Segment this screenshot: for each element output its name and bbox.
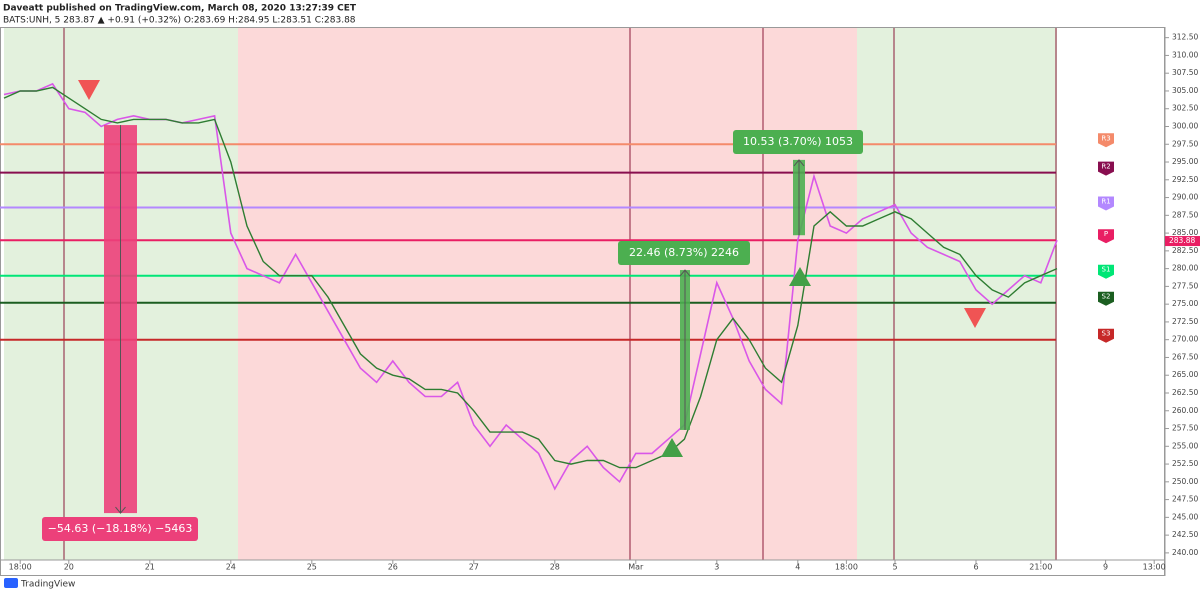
y-tick-label: 260.00 <box>1172 406 1198 415</box>
levels: R3 R2 R1 P S1 S2 S3 <box>0 133 1114 343</box>
x-tick-label: 18:00 <box>9 563 32 572</box>
y-tick-label: 267.50 <box>1172 352 1198 361</box>
pivot-label: S3 <box>1102 330 1111 338</box>
y-tick-label: 285.00 <box>1172 228 1198 237</box>
footer-brand: TradingView <box>20 580 75 590</box>
annotations: −54.63 (−18.18%) −5463 22.46 (8.73%) 2246… <box>42 125 863 541</box>
y-tick-label: 295.00 <box>1172 157 1198 166</box>
measure-box <box>618 241 750 265</box>
y-tick-label: 310.00 <box>1172 50 1198 59</box>
y-tick-label: 287.50 <box>1172 210 1198 219</box>
measure-label: 22.46 (8.73%) 2246 <box>629 246 739 259</box>
x-tick-label: 27 <box>469 563 479 572</box>
y-tick-label: 262.50 <box>1172 388 1198 397</box>
pivot-tag <box>1098 328 1114 343</box>
pivot-tag <box>1098 133 1114 148</box>
y-tick-label: 307.50 <box>1172 68 1198 77</box>
x-tick-label: 20 <box>64 563 74 572</box>
pivot-tag <box>1098 196 1114 211</box>
last-price-box <box>1165 236 1200 247</box>
measure-arrowhead <box>793 159 805 167</box>
y-tick-label: 302.50 <box>1172 104 1198 113</box>
y-tick-label: 280.00 <box>1172 264 1198 273</box>
x-tick-label: Mar <box>628 563 644 572</box>
x-tick-label: 4 <box>795 563 800 572</box>
y-tick-label: 257.50 <box>1172 424 1198 433</box>
y-tick-label: 297.50 <box>1172 139 1198 148</box>
y-tick-label: 282.50 <box>1172 246 1198 255</box>
x-tick-label: 9 <box>1103 563 1108 572</box>
measure-label: 10.53 (3.70%) 1053 <box>743 135 853 148</box>
last-price-label: 283.88 <box>1169 236 1195 245</box>
x-tick-label: 5 <box>892 563 897 572</box>
y-tick-label: 292.50 <box>1172 175 1198 184</box>
signals <box>78 80 986 457</box>
pivot-label: S1 <box>1102 266 1111 274</box>
y-tick-label: 300.00 <box>1172 121 1198 130</box>
y-tick-label: 277.50 <box>1172 281 1198 290</box>
y-tick-label: 250.00 <box>1172 477 1198 486</box>
measure-arrowhead <box>115 506 126 514</box>
pivot-label: R3 <box>1101 134 1110 142</box>
pivot-label: S2 <box>1102 293 1111 301</box>
y-tick-label: 240.00 <box>1172 548 1198 557</box>
pivot-tag <box>1098 161 1114 176</box>
x-tick-label: 13:00 <box>1143 563 1166 572</box>
x-tick-label: 6 <box>973 563 978 572</box>
y-tick-label: 242.50 <box>1172 530 1198 539</box>
pivot-label: P <box>1104 230 1108 238</box>
measure-arrowhead <box>679 269 691 277</box>
measure-box <box>42 517 198 541</box>
x-tick-label: 24 <box>226 563 236 572</box>
background <box>0 27 1166 576</box>
pivot-label: R2 <box>1101 163 1110 171</box>
y-tick-label: 255.00 <box>1172 441 1198 450</box>
x-tick-label: 3 <box>714 563 719 572</box>
axes: 240.00 242.50 245.00 247.50 250.00 252.50 255.… <box>9 33 1200 572</box>
pivot-tag <box>1098 229 1114 244</box>
session-zone <box>857 27 1057 560</box>
y-tick-label: 245.00 <box>1172 512 1198 521</box>
header-title: Daveatt published on TradingView.com, Ma… <box>3 4 357 14</box>
logo <box>4 578 18 588</box>
y-tick-label: 270.00 <box>1172 335 1198 344</box>
y-tick-label: 290.00 <box>1172 193 1198 202</box>
y-tick-label: 272.50 <box>1172 317 1198 326</box>
session-zone <box>238 27 857 560</box>
pivot-label: R1 <box>1101 198 1110 206</box>
sell-signal <box>964 308 986 328</box>
x-tick-label: 18:00 <box>835 563 858 572</box>
header-symbol: BATS:UNH, 5 283.87 ▲ +0.91 (+0.32%) O:28… <box>3 16 356 26</box>
measure-box <box>733 130 863 154</box>
buy-signal <box>661 438 683 457</box>
measure-label: −54.63 (−18.18%) −5463 <box>48 522 193 535</box>
x-tick-label: 25 <box>307 563 317 572</box>
pivot-tag <box>1098 264 1114 279</box>
series <box>3 82 1058 491</box>
sell-signal <box>78 80 100 100</box>
x-tick-label: 26 <box>388 563 398 572</box>
y-tick-label: 305.00 <box>1172 86 1198 95</box>
x-tick-label: 21:00 <box>1029 563 1052 572</box>
y-tick-label: 252.50 <box>1172 459 1198 468</box>
price-line <box>3 86 1058 469</box>
y-tick-label: 312.50 <box>1172 33 1198 42</box>
y-tick-label: 275.00 <box>1172 299 1198 308</box>
y-tick-label: 265.00 <box>1172 370 1198 379</box>
y-tick-label: 247.50 <box>1172 495 1198 504</box>
x-tick-label: 28 <box>550 563 560 572</box>
x-tick-label: 21 <box>145 563 155 572</box>
pivot-tag <box>1098 291 1114 306</box>
buy-signal <box>789 267 811 286</box>
